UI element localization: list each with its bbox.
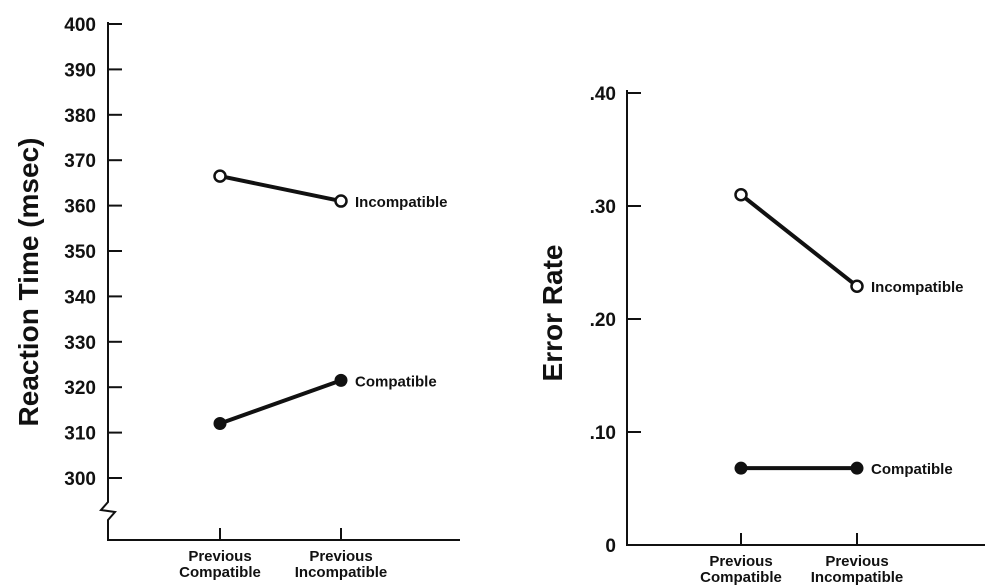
incompatible-series-label: Incompatible — [355, 194, 448, 211]
x-tick-label-line1: Previous — [709, 553, 772, 570]
y-tick-label: .20 — [590, 310, 616, 331]
y-tick-label: .10 — [590, 423, 616, 444]
y-tick-label: 0 — [605, 536, 616, 557]
compatible-data-point — [850, 461, 864, 475]
y-tick-label: 360 — [64, 197, 96, 218]
reaction-time-chart: 400 390 380 370 360 350 340 330 320 310 300 Previou… — [13, 15, 460, 581]
y-tick-label: 380 — [64, 106, 96, 127]
y-tick-label: 350 — [64, 242, 96, 263]
incompatible-data-point — [850, 279, 864, 293]
y-tick-label: .30 — [590, 197, 616, 218]
incompatible-series-label: Incompatible — [871, 279, 964, 296]
y-tick-label: 370 — [64, 151, 96, 172]
compatible-data-point — [334, 373, 348, 387]
incompatible-data-point — [334, 194, 348, 208]
error-rate-chart: .40.30.20.100PreviousCompatiblePreviousI… — [537, 84, 985, 586]
compatible-data-point — [213, 417, 227, 431]
x-tick-label-line2: Compatible — [179, 564, 261, 581]
axes — [99, 22, 460, 541]
y-tick-label: 310 — [64, 424, 96, 445]
y-tick-label: .40 — [590, 84, 616, 105]
compatible-series-label: Compatible — [355, 373, 437, 390]
incompatible-data-point — [734, 187, 748, 202]
x-tick-label-line2: Incompatible — [295, 564, 388, 581]
x-tick-label-line1: Previous — [825, 553, 888, 570]
incompatible-series-line — [739, 192, 859, 289]
x-tick-label-line2: Compatible — [700, 569, 782, 586]
x-tick-label-line2: Incompatible — [811, 569, 904, 586]
x-tick-label-line1: Previous — [309, 548, 372, 565]
incompatible-data-point — [213, 169, 227, 183]
y-tick-label: 340 — [64, 287, 96, 308]
y-axis-title: Reaction Time (msec) — [13, 138, 44, 427]
compatible-series-line — [218, 378, 343, 426]
y-tick-label: 390 — [64, 60, 96, 81]
compatible-series-label: Compatible — [871, 461, 953, 478]
compatible-data-point — [734, 461, 748, 475]
y-tick-label: 330 — [64, 333, 96, 354]
y-axis-title: Error Rate — [537, 245, 568, 382]
x-tick-label-line1: Previous — [188, 548, 251, 565]
y-tick-label: 300 — [64, 469, 96, 490]
y-tick-label: 320 — [64, 378, 96, 399]
y-tick-label: 400 — [64, 15, 96, 36]
incompatible-series-line — [218, 174, 343, 204]
